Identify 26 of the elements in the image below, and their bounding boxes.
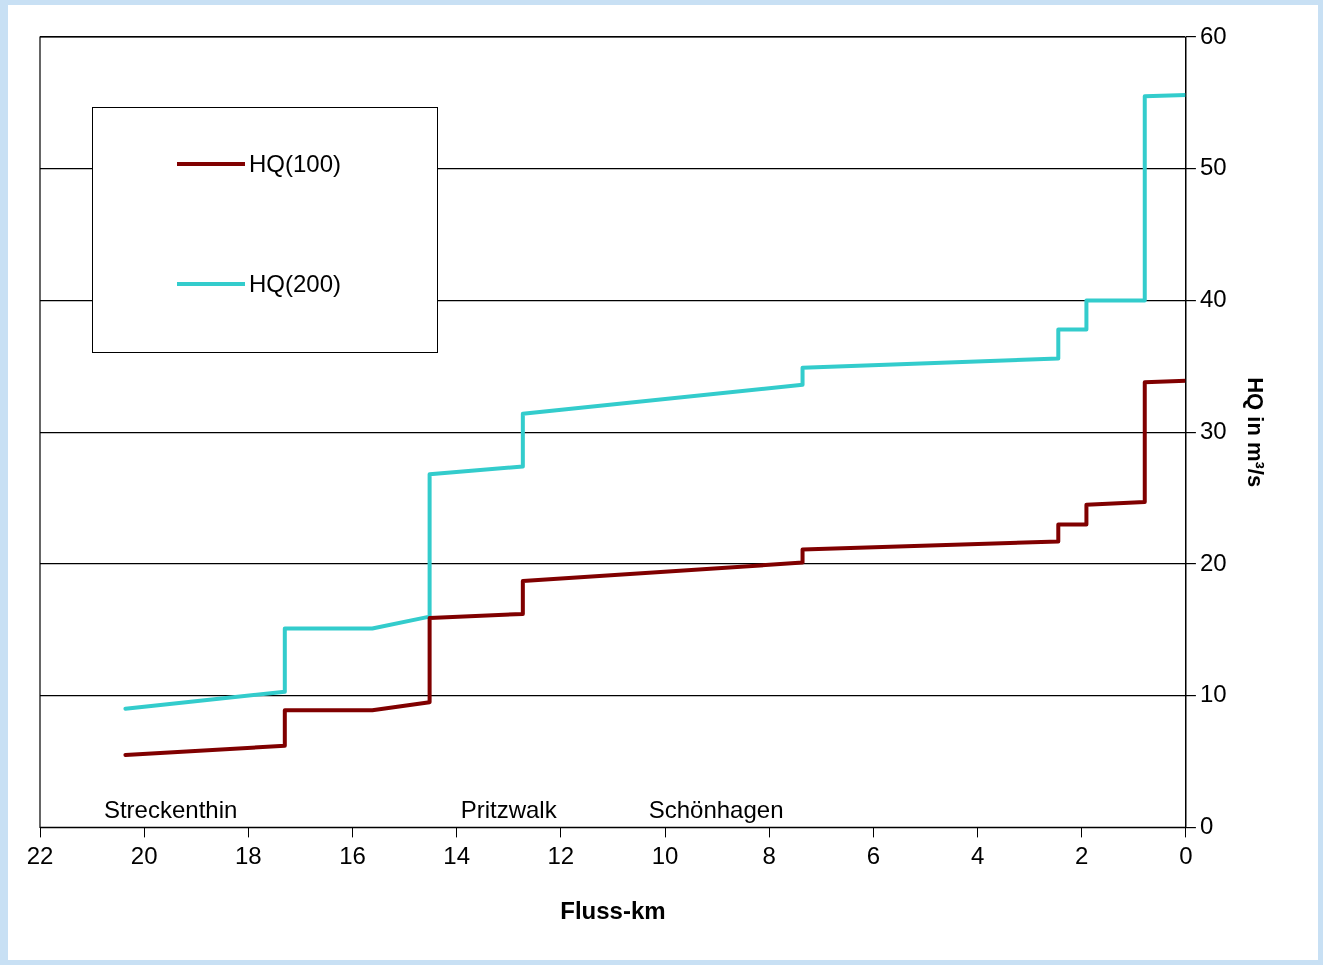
x-tick-label: 12	[547, 842, 575, 870]
y-tick-label: 40	[1199, 285, 1227, 313]
x-tick-label: 22	[26, 842, 54, 870]
x-tick-label: 2	[1075, 842, 1089, 870]
x-tick-label: 0	[1179, 842, 1193, 870]
y-tick-label: 20	[1199, 548, 1227, 576]
annotation: Pritzwalk	[460, 796, 558, 824]
x-tick-label: 4	[970, 842, 985, 870]
x-tick-label: 14	[443, 842, 471, 870]
y-axis-title: HQ in m³/s	[1242, 377, 1268, 488]
y-tick-label: 0	[1199, 812, 1214, 840]
y-tick-label: 30	[1199, 416, 1227, 444]
annotation: Schönhagen	[648, 796, 784, 824]
y-tick-label: 60	[1199, 21, 1227, 49]
annotation: Streckenthin	[103, 796, 238, 824]
y-tick-label: 50	[1199, 153, 1227, 181]
x-tick-label: 6	[866, 842, 881, 870]
x-tick-label: 8	[762, 842, 776, 870]
x-tick-label: 18	[234, 842, 262, 870]
legend-label: HQ(200)	[249, 270, 342, 298]
x-tick-label: 10	[651, 842, 679, 870]
legend-label: HQ(100)	[249, 150, 342, 178]
y-tick-label: 10	[1199, 680, 1227, 708]
x-tick-label: 16	[339, 842, 366, 870]
x-axis-title: Fluss-km	[560, 897, 666, 925]
x-tick-label: 20	[130, 842, 158, 870]
